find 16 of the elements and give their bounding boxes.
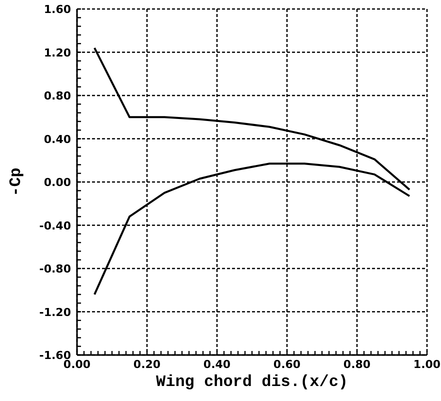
- y-tick-label: 0.00: [44, 176, 72, 189]
- y-tick-label: 0.80: [44, 90, 72, 102]
- x-axis-title: Wing chord dis.(x/c): [156, 373, 348, 391]
- x-tick-label: 0.60: [273, 358, 301, 371]
- x-tick-label: 0.40: [203, 358, 231, 371]
- y-tick-label: -0.40: [39, 219, 72, 232]
- y-tick-label: 1.60: [44, 3, 72, 16]
- y-tick-label: -1.20: [39, 306, 72, 319]
- y-tick-label: 0.40: [44, 132, 72, 146]
- y-tick-label: -0.80: [39, 262, 72, 276]
- x-tick-label: 1.00: [413, 358, 441, 371]
- x-tick-label: 0.80: [343, 358, 371, 371]
- y-axis-title: -Cp: [7, 168, 25, 196]
- x-tick-label: 0.00: [63, 358, 91, 371]
- y-tick-label: 1.20: [44, 46, 72, 60]
- x-tick-label: 0.20: [133, 358, 161, 371]
